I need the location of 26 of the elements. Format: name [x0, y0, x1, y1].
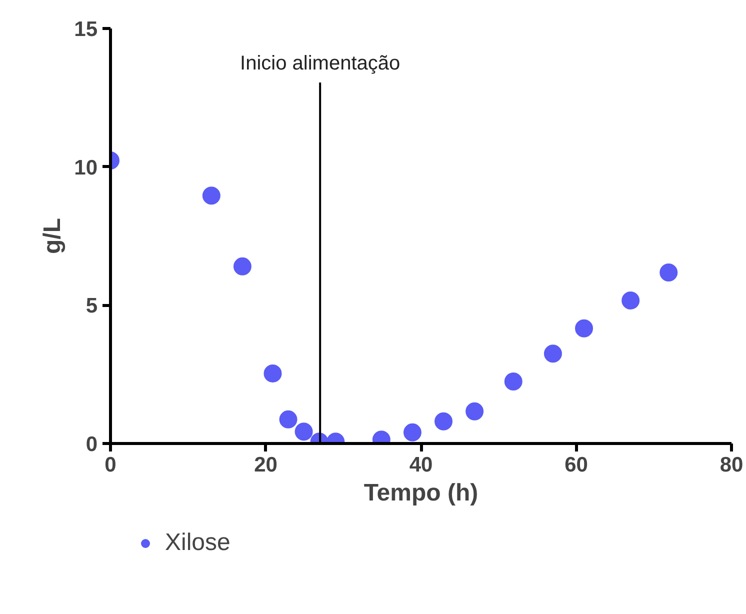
y-tick-label: 5 [86, 294, 98, 318]
point [294, 422, 313, 441]
y-tick-label: 10 [74, 156, 98, 180]
y-axis-title: g/L [39, 218, 66, 254]
x-axis-title: Tempo (h) [364, 480, 478, 506]
point [466, 402, 484, 420]
y-tick-label: 15 [74, 18, 98, 41]
x-tick-label: 0 [104, 454, 116, 476]
point [279, 410, 298, 428]
x-tick-label: 40 [409, 454, 433, 476]
ref-line-label: Inicio alimentação [240, 52, 400, 74]
x-tick-label: 80 [720, 454, 744, 476]
point [660, 264, 678, 282]
point [504, 372, 522, 391]
point [544, 344, 562, 363]
point [403, 423, 422, 442]
point [264, 364, 282, 382]
y-tick-label: 0 [86, 433, 98, 456]
point [434, 412, 453, 430]
point [622, 291, 640, 310]
x-tick-label: 60 [564, 454, 588, 476]
point [233, 257, 252, 276]
point [575, 319, 594, 338]
point [202, 186, 220, 205]
legend-label: Xilose [165, 529, 230, 557]
x-tick-label: 20 [254, 454, 278, 476]
